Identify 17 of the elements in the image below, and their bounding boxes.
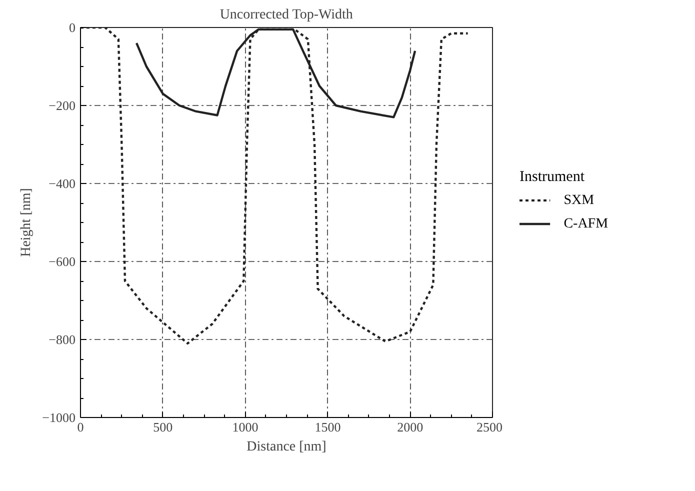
text: Uncorrected Top-Width <box>220 8 353 22</box>
y-tick-label: −1000 <box>42 410 76 425</box>
legend-label: C-AFM <box>564 216 609 232</box>
x-tick-label: 500 <box>153 420 173 434</box>
y-tick-label: −400 <box>48 176 76 191</box>
legend-title: Instrument <box>520 168 586 185</box>
x-tick-label: 2500 <box>476 420 502 434</box>
y-axis-title: Height [nm] <box>19 188 34 257</box>
x-tick-label: 2000 <box>397 420 424 434</box>
x-axis-title: Distance [nm] <box>246 440 326 454</box>
legend-label: SXM <box>564 192 595 208</box>
y-tick-label: −200 <box>48 98 76 113</box>
y-tick-label: −600 <box>48 254 76 269</box>
y-tick-label: 0 <box>69 20 76 35</box>
x-tick-label: 1500 <box>314 420 341 434</box>
y-tick-label: −800 <box>48 332 76 347</box>
x-tick-label: 1000 <box>232 420 258 434</box>
